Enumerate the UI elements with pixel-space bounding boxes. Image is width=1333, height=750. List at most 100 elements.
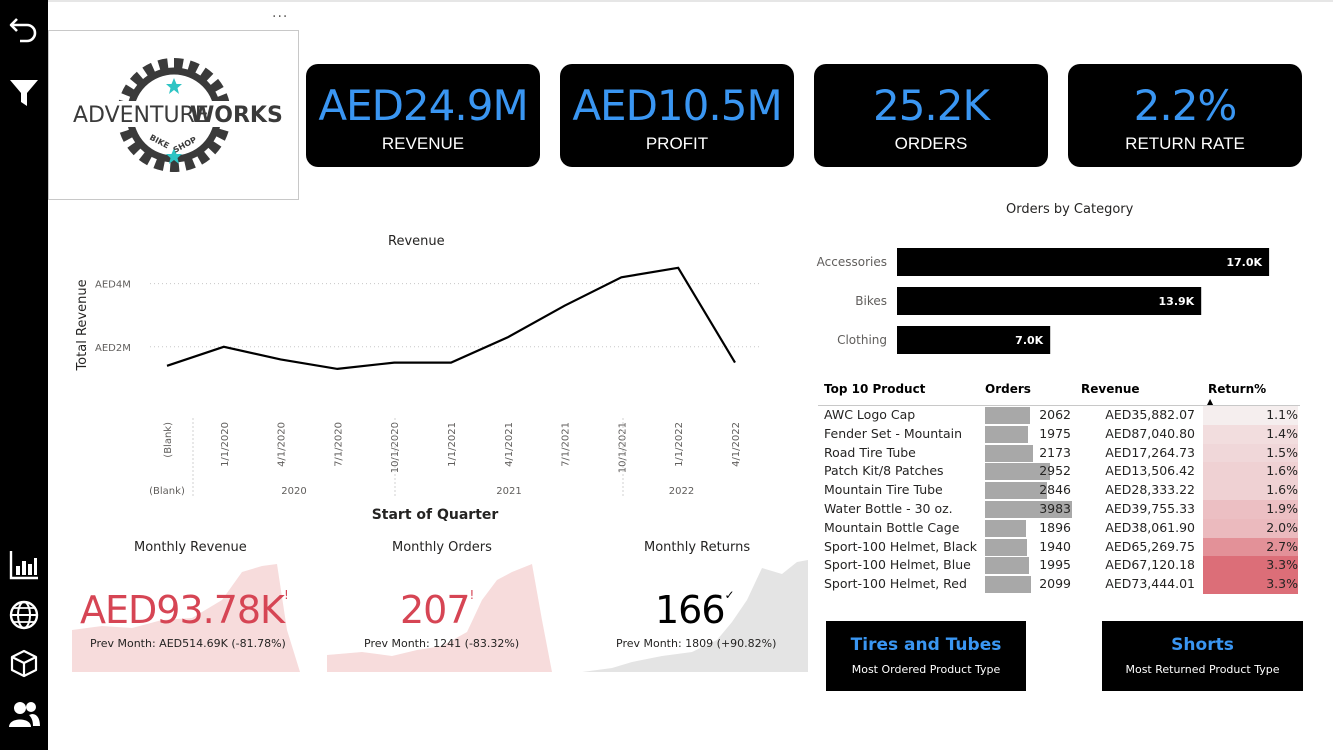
return-heat-cell (1203, 537, 1298, 557)
most-returned-label: Most Returned Product Type (1125, 663, 1280, 676)
x-tick-label: 4/1/2020 (277, 422, 288, 467)
table-row[interactable]: Mountain Bottle Cage 1896 AED38,061.90 2.0% (818, 518, 1300, 538)
orders-by-category-chart[interactable]: Accessories 17.0K Bikes 13.9K Clothing 7.0K (815, 235, 1315, 365)
back-icon[interactable] (7, 12, 41, 46)
revenue-value: AED87,040.80 (1105, 425, 1195, 441)
revenue-value: AED13,506.42 (1105, 463, 1195, 479)
bar-data-label: 13.9K (1159, 295, 1195, 308)
top-border (48, 0, 1333, 2)
orders-databar (985, 444, 1033, 462)
orders-databar (985, 519, 1027, 537)
most-ordered-label: Most Ordered Product Type (851, 663, 1001, 676)
kpi-orders-card: 25.2K ORDERS (814, 64, 1048, 167)
globe-icon[interactable] (7, 598, 41, 632)
return-heat-cell (1203, 556, 1298, 576)
return-heat-cell (1203, 406, 1298, 425)
return-heat-cell (1203, 481, 1298, 500)
category-label: Bikes (855, 294, 887, 308)
orders-databar (985, 500, 1072, 518)
kpi-label: RETURN RATE (1125, 134, 1245, 153)
table-row[interactable]: Patch Kit/8 Patches 2952 AED13,506.42 1.6% (818, 462, 1300, 482)
product-name: Sport-100 Helmet, Black (824, 538, 977, 554)
monthly-revenue-number: AED93.78K (80, 588, 285, 632)
kpi-label: ORDERS (894, 134, 968, 153)
orders-value: 2062 (1039, 407, 1071, 422)
col-orders[interactable]: Orders (985, 382, 1031, 396)
col-product[interactable]: Top 10 Product (824, 382, 926, 396)
return-value: 1.4% (1266, 425, 1298, 441)
most-returned-card: Shorts Most Returned Product Type (1102, 621, 1303, 691)
brand-left: ADVENTURE (73, 103, 209, 128)
x-group-label: 2020 (281, 486, 306, 497)
x-group-label: (Blank) (149, 486, 185, 497)
kpi-label: PROFIT (645, 134, 709, 153)
most-ordered-card: Tires and Tubes Most Ordered Product Typ… (826, 621, 1026, 691)
table-row[interactable]: Sport-100 Helmet, Blue 1995 AED67,120.18 3.… (818, 556, 1300, 576)
orders-value: 2952 (1039, 463, 1071, 479)
category-bar[interactable] (897, 248, 1270, 276)
product-name: Sport-100 Helmet, Red (824, 576, 967, 592)
users-icon[interactable] (7, 697, 41, 731)
monthly-returns-prev: Prev Month: 1809 (+90.82%) (616, 637, 777, 650)
return-value: 2.0% (1266, 519, 1298, 535)
table-row[interactable]: Sport-100 Helmet, Black 1940 AED65,269.75 2… (818, 537, 1300, 557)
revenue-value: AED35,882.07 (1105, 407, 1195, 422)
top-products-table[interactable]: Top 10 Product Orders Revenue Return% ▲ … (818, 380, 1300, 594)
bar-data-label: 7.0K (1015, 334, 1043, 347)
product-name: AWC Logo Cap (824, 407, 916, 422)
x-tick-label: (Blank) (163, 422, 174, 458)
category-bar[interactable] (897, 326, 1051, 354)
bar-chart-icon[interactable] (7, 548, 41, 582)
bar-data-label: 17.0K (1226, 256, 1262, 269)
sparkline-backgrounds (72, 560, 808, 672)
y-axis-label: Total Revenue (75, 279, 90, 371)
orders-value: 1896 (1039, 519, 1071, 535)
x-group-label: 2022 (669, 486, 694, 497)
x-tick-label: 7/1/2021 (561, 422, 572, 467)
sidebar (0, 0, 48, 750)
return-heat-cell (1203, 499, 1298, 519)
col-return[interactable]: Return% (1208, 382, 1267, 396)
orders-databar (985, 576, 1031, 594)
revenue-value: AED73,444.01 (1105, 576, 1195, 592)
return-value: 1.1% (1266, 407, 1298, 422)
table-row[interactable]: Road Tire Tube 2173 AED17,264.73 1.5% (818, 443, 1300, 463)
orders-value: 1995 (1039, 557, 1071, 573)
monthly-orders-value: 207! (400, 588, 474, 632)
col-revenue[interactable]: Revenue (1081, 382, 1140, 396)
orders-databar (985, 557, 1029, 575)
category-bar[interactable] (897, 287, 1202, 315)
kpi-value: 25.2K (872, 81, 990, 130)
orders-databar (985, 482, 1048, 500)
more-options-icon[interactable]: ... (272, 5, 289, 21)
kpi-revenue-card: AED24.9M REVENUE (306, 64, 540, 167)
monthly-orders-prev: Prev Month: 1241 (-83.32%) (364, 637, 520, 650)
monthly-orders-title: Monthly Orders (392, 540, 492, 555)
table-row[interactable]: AWC Logo Cap 2062 AED35,882.07 1.1% (818, 406, 1300, 425)
orders-value: 2846 (1039, 482, 1071, 498)
box-icon[interactable] (7, 646, 41, 680)
logo-panel: ADVENTURE WORKS BIKE SHOP (48, 30, 299, 200)
return-value: 3.3% (1266, 576, 1298, 592)
table-row[interactable]: Sport-100 Helmet, Red 2099 AED73,444.01 3.3… (818, 575, 1300, 594)
category-chart-title: Orders by Category (1006, 202, 1134, 217)
table-row[interactable]: Water Bottle - 30 oz. 3983 AED39,755.33 1.9… (818, 499, 1300, 519)
most-returned-value: Shorts (1171, 635, 1234, 655)
kpi-return-rate-card: 2.2% RETURN RATE (1068, 64, 1302, 167)
table-row[interactable]: Mountain Tire Tube 2846 AED28,333.22 1.6% (818, 481, 1300, 500)
sort-asc-icon[interactable]: ▲ (1207, 397, 1214, 406)
return-heat-cell (1203, 443, 1298, 463)
table-row[interactable]: Fender Set - Mountain 1975 AED87,040.80 1.4… (818, 424, 1300, 444)
filter-icon[interactable] (7, 76, 41, 110)
revenue-chart-title: Revenue (388, 234, 445, 249)
revenue-line-chart[interactable]: AED2M AED4M (Blank) 1/1/2020 4/1/2020 7/1/20… (70, 230, 770, 530)
return-heat-cell (1203, 575, 1298, 594)
orders-value: 1975 (1039, 425, 1071, 441)
orders-sparkline (327, 564, 552, 672)
kpi-value: 2.2% (1133, 81, 1238, 130)
x-tick-label: 4/1/2022 (731, 422, 742, 467)
return-value: 1.6% (1266, 463, 1298, 479)
x-tick-label: 7/1/2020 (333, 422, 344, 467)
x-axis-label: Start of Quarter (372, 507, 499, 523)
orders-value: 3983 (1039, 500, 1071, 516)
